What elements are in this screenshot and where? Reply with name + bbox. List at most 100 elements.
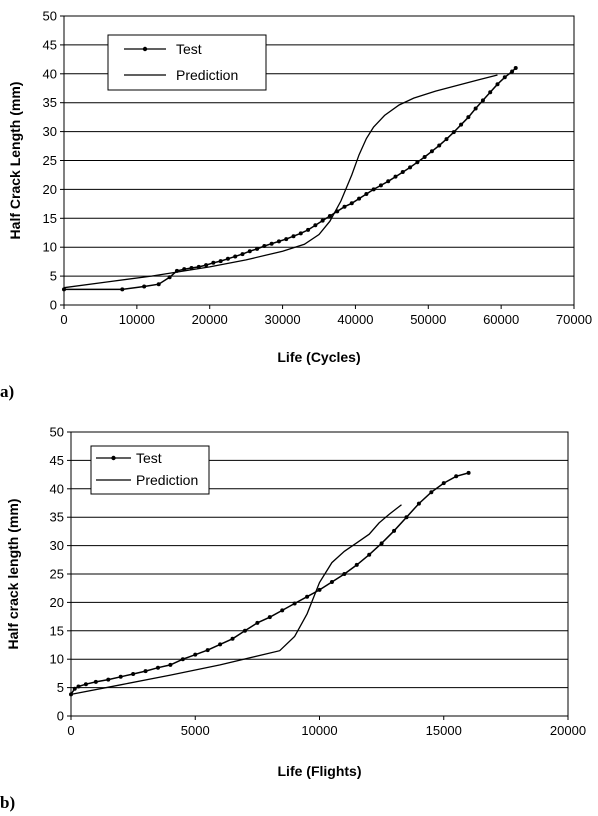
data-point-test xyxy=(62,287,66,292)
y-tick-label: 20 xyxy=(50,595,64,610)
y-tick-label: 45 xyxy=(43,37,57,52)
data-point-test xyxy=(255,246,260,251)
y-tick-label: 10 xyxy=(43,240,57,255)
data-point-test xyxy=(118,674,123,679)
y-tick-label: 40 xyxy=(43,66,57,81)
data-point-test xyxy=(393,174,398,179)
data-point-test xyxy=(444,137,449,142)
data-point-test xyxy=(205,648,210,653)
data-point-test xyxy=(437,143,442,148)
y-tick-label: 5 xyxy=(50,269,57,284)
series-line-test xyxy=(64,67,517,291)
chart-b-svg: 0 5 10 15 20 25 30 35 40 45 50 0 5000 10000 15000 20000… xyxy=(5,425,586,780)
data-point-test xyxy=(495,82,500,87)
y-tick-label: 35 xyxy=(50,510,64,525)
x-tick-label: 20000 xyxy=(192,312,228,327)
data-point-test xyxy=(276,239,281,244)
data-point-test xyxy=(454,474,459,479)
panel-label-b: b) xyxy=(0,793,16,812)
data-point-test xyxy=(349,201,354,206)
legend-marker-test xyxy=(111,455,116,461)
x-tick-label: 30000 xyxy=(264,312,300,327)
y-tick-label: 25 xyxy=(50,567,64,582)
data-point-test xyxy=(193,652,198,657)
data-point-test xyxy=(167,275,172,280)
data-point-test xyxy=(242,628,247,633)
y-axis-title: Half crack length (mm) xyxy=(5,499,21,650)
data-point-test xyxy=(262,244,267,249)
data-point-test xyxy=(280,608,285,613)
data-point-test xyxy=(459,122,464,127)
x-tick-label: 0 xyxy=(60,312,67,327)
data-point-test xyxy=(371,187,376,192)
y-tick-label: 15 xyxy=(43,211,57,226)
chart-a-svg: 0 5 10 15 20 25 30 35 40 45 50 0 10000 20000 30000 4000… xyxy=(7,9,592,366)
y-tick-label: 0 xyxy=(57,709,64,724)
y-tick-label: 15 xyxy=(50,623,64,638)
y-tick-label: 30 xyxy=(43,124,57,139)
data-point-test xyxy=(204,263,209,268)
data-point-test xyxy=(379,541,384,546)
y-tick-label: 45 xyxy=(50,453,64,468)
legend-label-prediction: Prediction xyxy=(176,67,238,83)
data-point-test xyxy=(317,587,322,592)
data-point-test xyxy=(313,223,318,228)
data-point-test xyxy=(218,259,223,264)
data-point-test xyxy=(429,490,434,495)
x-axis-title: Life (Cycles) xyxy=(277,349,360,365)
legend-label-prediction: Prediction xyxy=(136,472,198,488)
data-point-test xyxy=(155,665,160,670)
legend-box xyxy=(90,445,210,495)
y-tick-label: 40 xyxy=(50,481,64,496)
data-point-test xyxy=(473,106,478,111)
data-point-test xyxy=(513,66,518,71)
data-point-test xyxy=(255,620,260,625)
data-point-test xyxy=(378,183,383,188)
data-point-test xyxy=(306,227,311,232)
data-point-test xyxy=(106,677,111,682)
data-point-test xyxy=(480,98,485,103)
data-point-test xyxy=(298,231,303,236)
data-point-test xyxy=(357,196,362,201)
data-point-test xyxy=(143,669,148,674)
data-point-test xyxy=(131,671,136,676)
data-point-test xyxy=(451,130,456,135)
data-point-test xyxy=(441,481,446,486)
y-tick-label: 25 xyxy=(43,153,57,168)
data-point-test xyxy=(342,572,347,576)
data-point-test xyxy=(415,160,420,165)
data-point-test xyxy=(422,155,427,160)
data-point-test xyxy=(72,686,77,691)
y-tick-label: 50 xyxy=(50,425,64,440)
y-tick-label: 50 xyxy=(43,9,57,24)
y-tick-label: 30 xyxy=(50,538,64,553)
data-point-test xyxy=(392,528,397,533)
data-point-test xyxy=(69,692,73,697)
x-tick-label: 0 xyxy=(67,723,74,738)
chart-panel-a: 0 5 10 15 20 25 30 35 40 45 50 0 10000 20000 30000 4000… xyxy=(0,0,598,402)
data-point-test xyxy=(386,179,391,184)
data-point-test xyxy=(320,218,325,223)
data-point-test xyxy=(408,165,413,170)
data-point-test xyxy=(404,515,409,520)
x-tick-label: 20000 xyxy=(550,723,586,738)
x-tick-label: 40000 xyxy=(337,312,373,327)
legend-label-test: Test xyxy=(176,41,202,57)
data-point-test xyxy=(247,249,252,254)
data-point-test xyxy=(156,282,161,287)
data-point-test xyxy=(233,254,238,259)
series-line-test xyxy=(70,472,469,695)
data-point-test xyxy=(305,594,310,599)
x-tick-label: 15000 xyxy=(426,723,462,738)
y-tick-label: 10 xyxy=(50,652,64,667)
data-point-test xyxy=(329,579,334,584)
x-tick-label: 70000 xyxy=(556,312,592,327)
data-point-test xyxy=(466,115,471,120)
data-point-test xyxy=(354,562,359,567)
legend-box xyxy=(107,34,267,91)
data-point-test xyxy=(291,234,296,239)
data-point-test xyxy=(510,69,515,74)
data-point-test xyxy=(168,662,173,667)
data-point-test xyxy=(211,260,216,265)
data-point-test xyxy=(180,657,185,662)
